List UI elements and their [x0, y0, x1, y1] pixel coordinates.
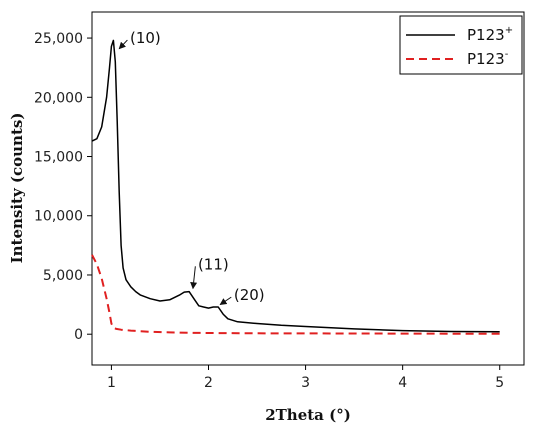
y-tick-label: 25,000	[34, 31, 83, 47]
plot-frame	[91, 11, 525, 366]
peak-annotation-label: (11)	[198, 255, 229, 273]
y-axis-title: Intensity (counts)	[8, 113, 26, 264]
series-lines	[91, 39, 500, 335]
y-axis-ticks: 0 5,000 10,000 15,000 20,000 25,000	[34, 31, 92, 343]
series-line-p123-minus	[91, 254, 500, 335]
legend: P123+ P123-	[399, 15, 523, 75]
legend-label-p123-minus: P123-	[467, 49, 509, 68]
annotations: (10) (11) (20)	[118, 29, 265, 306]
y-tick-label: 10,000	[34, 209, 83, 225]
x-tick-label: 3	[301, 375, 310, 391]
legend-label-p123-plus: P123+	[467, 25, 513, 44]
annotation-arrow	[118, 39, 128, 50]
x-tick-label: 2	[204, 375, 213, 391]
series-line-p123-plus	[91, 39, 500, 333]
x-axis-ticks: 1 2 3 4 5	[107, 365, 504, 391]
peak-annotation-label: (20)	[234, 286, 265, 304]
y-tick-label: 0	[74, 327, 83, 343]
x-axis-title: 2Theta (°)	[265, 406, 351, 424]
annotation-arrow	[190, 266, 198, 290]
annotation-arrow	[219, 296, 232, 306]
peak-annotation-label: (10)	[130, 29, 161, 47]
x-tick-label: 1	[107, 375, 116, 391]
y-tick-label: 15,000	[34, 150, 83, 166]
x-tick-label: 4	[398, 375, 407, 391]
legend-box	[399, 15, 523, 75]
y-tick-label: 20,000	[34, 90, 83, 106]
x-tick-label: 5	[495, 375, 504, 391]
y-tick-label: 5,000	[43, 268, 83, 284]
